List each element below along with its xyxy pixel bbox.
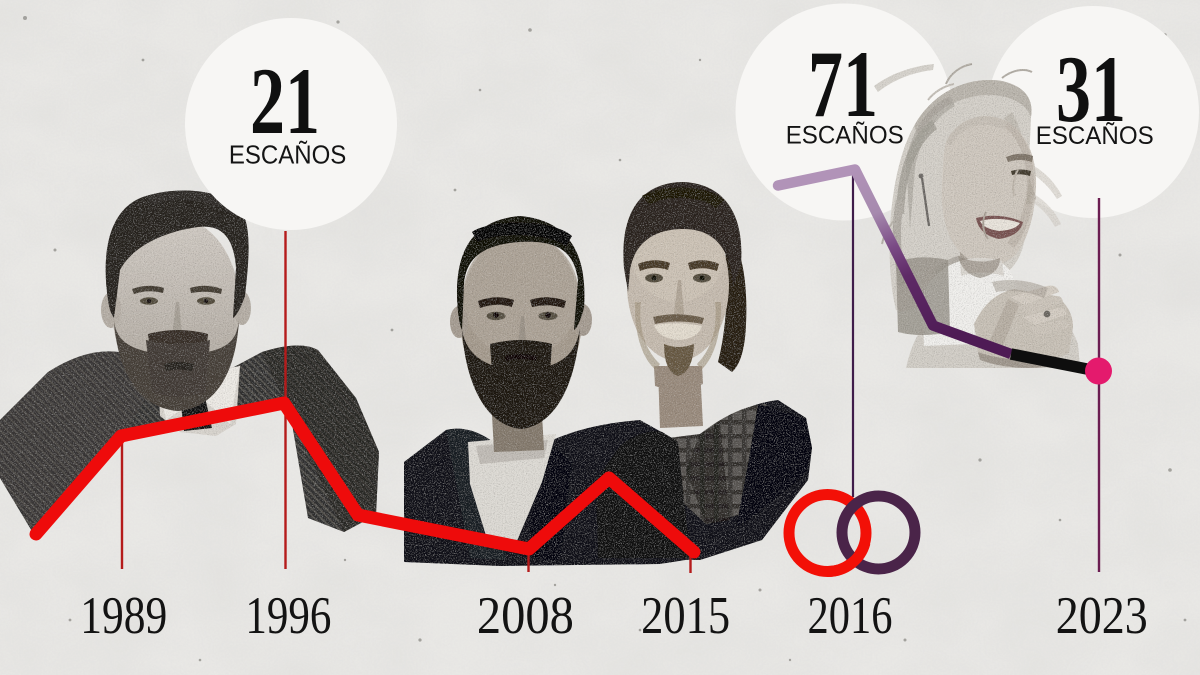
svg-text:31: 31 [1056,36,1126,142]
svg-text:71: 71 [808,31,878,137]
svg-text:1989: 1989 [80,587,167,645]
svg-text:2016: 2016 [808,587,893,645]
svg-text:2008: 2008 [477,587,574,645]
svg-text:ESCAÑOS: ESCAÑOS [786,121,904,150]
svg-text:2023: 2023 [1056,587,1148,645]
svg-text:1996: 1996 [245,587,331,645]
svg-text:ESCAÑOS: ESCAÑOS [229,140,347,170]
svg-text:2015: 2015 [641,587,730,645]
svg-text:21: 21 [250,48,320,154]
svg-text:ESCAÑOS: ESCAÑOS [1036,121,1154,150]
